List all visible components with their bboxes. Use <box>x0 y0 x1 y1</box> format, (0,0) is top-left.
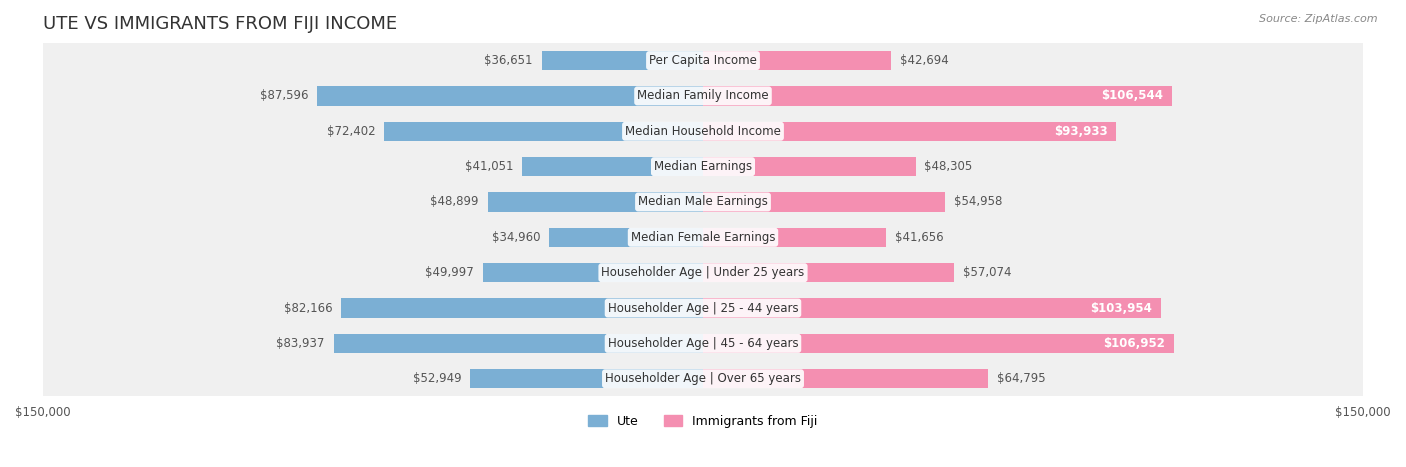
Text: $34,960: $34,960 <box>492 231 540 244</box>
Bar <box>42 149 1364 184</box>
Bar <box>42 219 1364 255</box>
Text: $82,166: $82,166 <box>284 302 333 315</box>
Bar <box>482 263 703 283</box>
Bar <box>703 298 1160 318</box>
Text: $83,937: $83,937 <box>277 337 325 350</box>
Text: $41,051: $41,051 <box>465 160 513 173</box>
Text: $52,949: $52,949 <box>412 372 461 385</box>
Bar <box>384 121 703 141</box>
Bar <box>703 192 945 212</box>
Bar <box>488 192 703 212</box>
Text: $64,795: $64,795 <box>997 372 1046 385</box>
Legend: Ute, Immigrants from Fiji: Ute, Immigrants from Fiji <box>583 410 823 432</box>
Bar <box>703 121 1116 141</box>
Bar <box>703 51 891 71</box>
Bar <box>342 298 703 318</box>
Bar <box>703 263 955 283</box>
Bar <box>318 86 703 106</box>
Bar <box>42 255 1364 290</box>
Text: $48,305: $48,305 <box>924 160 973 173</box>
Text: $41,656: $41,656 <box>896 231 943 244</box>
Text: Householder Age | Under 25 years: Householder Age | Under 25 years <box>602 266 804 279</box>
Text: $36,651: $36,651 <box>485 54 533 67</box>
Text: UTE VS IMMIGRANTS FROM FIJI INCOME: UTE VS IMMIGRANTS FROM FIJI INCOME <box>42 15 396 33</box>
Bar <box>42 361 1364 396</box>
Bar <box>550 227 703 247</box>
Bar <box>703 227 886 247</box>
Bar <box>42 78 1364 113</box>
Bar <box>703 157 915 177</box>
Text: Householder Age | Over 65 years: Householder Age | Over 65 years <box>605 372 801 385</box>
Bar <box>333 333 703 353</box>
Text: Median Female Earnings: Median Female Earnings <box>631 231 775 244</box>
Text: Householder Age | 45 - 64 years: Householder Age | 45 - 64 years <box>607 337 799 350</box>
Text: $93,933: $93,933 <box>1054 125 1108 138</box>
Text: $54,958: $54,958 <box>953 196 1002 208</box>
Text: Source: ZipAtlas.com: Source: ZipAtlas.com <box>1260 14 1378 24</box>
Text: $48,899: $48,899 <box>430 196 479 208</box>
Bar <box>470 369 703 389</box>
Bar <box>42 43 1364 78</box>
Bar <box>42 290 1364 325</box>
Bar <box>703 369 988 389</box>
Bar <box>522 157 703 177</box>
Text: Median Household Income: Median Household Income <box>626 125 780 138</box>
Bar <box>541 51 703 71</box>
Text: $103,954: $103,954 <box>1090 302 1152 315</box>
Text: Median Male Earnings: Median Male Earnings <box>638 196 768 208</box>
Text: Householder Age | 25 - 44 years: Householder Age | 25 - 44 years <box>607 302 799 315</box>
Text: $87,596: $87,596 <box>260 89 309 102</box>
Bar <box>42 184 1364 219</box>
Bar <box>703 86 1173 106</box>
Text: Median Earnings: Median Earnings <box>654 160 752 173</box>
Bar <box>42 325 1364 361</box>
Text: $57,074: $57,074 <box>963 266 1011 279</box>
Text: Median Family Income: Median Family Income <box>637 89 769 102</box>
Text: $72,402: $72,402 <box>328 125 375 138</box>
Text: $49,997: $49,997 <box>426 266 474 279</box>
Text: $106,952: $106,952 <box>1104 337 1166 350</box>
Text: $42,694: $42,694 <box>900 54 949 67</box>
Text: $106,544: $106,544 <box>1101 89 1163 102</box>
Text: Per Capita Income: Per Capita Income <box>650 54 756 67</box>
Bar <box>703 333 1174 353</box>
Bar <box>42 113 1364 149</box>
